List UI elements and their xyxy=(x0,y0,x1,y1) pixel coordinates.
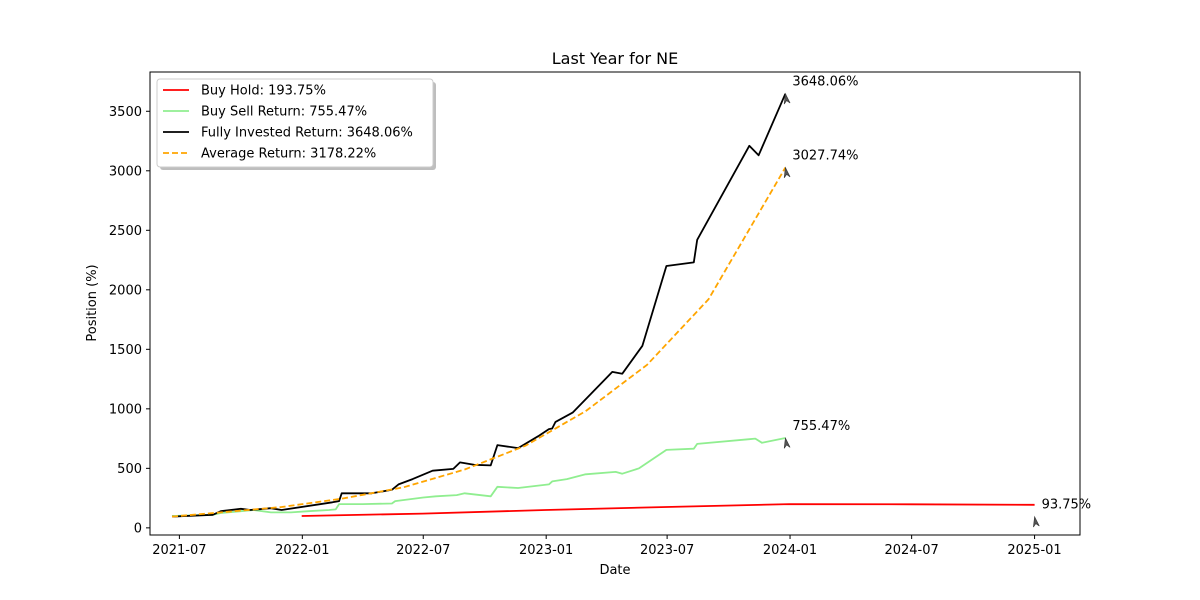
annotation-label: 93.75% xyxy=(1042,498,1092,513)
annotation: 93.75% xyxy=(1033,498,1092,528)
y-tick-label: 2500 xyxy=(109,224,142,239)
x-tick-label: 2023-01 xyxy=(519,543,573,558)
annotation-arrow-icon xyxy=(783,436,791,449)
x-tick-label: 2023-07 xyxy=(640,543,694,558)
y-axis: 0 500 1000 1500 2000 2500 3000 3500 xyxy=(109,105,150,536)
annotation-arrow-icon xyxy=(1033,515,1040,528)
x-tick-label: 2022-01 xyxy=(275,543,329,558)
x-tick-label: 2024-01 xyxy=(763,543,817,558)
x-tick-label: 2022-07 xyxy=(396,543,450,558)
y-tick-label: 500 xyxy=(117,462,142,477)
x-tick-label: 2021-07 xyxy=(152,543,206,558)
y-tick-label: 1000 xyxy=(109,402,142,417)
chart-title: Last Year for NE xyxy=(552,49,679,68)
annotation-label: 755.47% xyxy=(792,419,850,434)
legend-entry: Fully Invested Return: 3648.06% xyxy=(201,126,413,141)
plot-marks: 3648.06% 3027.74% 755.47% 93.75% xyxy=(171,75,1092,528)
legend-entry: Average Return: 3178.22% xyxy=(201,147,376,162)
y-tick-label: 2000 xyxy=(109,283,142,298)
annotation-label: 3648.06% xyxy=(792,75,858,90)
legend-entry: Buy Hold: 193.75% xyxy=(201,84,326,99)
series-line-1 xyxy=(171,437,786,517)
annotation-arrow-icon xyxy=(783,92,791,105)
legend: Buy Hold: 193.75% Buy Sell Return: 755.47… xyxy=(156,78,436,170)
x-tick-label: 2024-07 xyxy=(884,543,938,558)
series-line-0 xyxy=(301,503,1035,517)
axes-frame xyxy=(149,71,1081,536)
annotation: 755.47% xyxy=(783,419,850,449)
series-line-2 xyxy=(171,93,787,518)
legend-box xyxy=(156,78,434,168)
annotation-label: 3027.74% xyxy=(792,148,858,163)
annotation-arrow-icon xyxy=(783,166,791,179)
x-tick-label: 2025-01 xyxy=(1007,543,1061,558)
y-tick-label: 3500 xyxy=(109,105,142,120)
x-axis: 2021-07 2022-01 2022-07 2023-01 2023-07 2024-… xyxy=(152,535,1062,558)
y-axis-label: Position (%) xyxy=(85,264,100,341)
series-line-3 xyxy=(171,167,787,518)
y-tick-label: 3000 xyxy=(109,164,142,179)
y-tick-label: 0 xyxy=(134,521,142,536)
x-axis-label: Date xyxy=(599,563,630,578)
legend-entry: Buy Sell Return: 755.47% xyxy=(201,105,367,120)
y-tick-label: 1500 xyxy=(109,343,142,358)
annotation: 3648.06% xyxy=(783,75,858,105)
annotation: 3027.74% xyxy=(783,148,858,179)
